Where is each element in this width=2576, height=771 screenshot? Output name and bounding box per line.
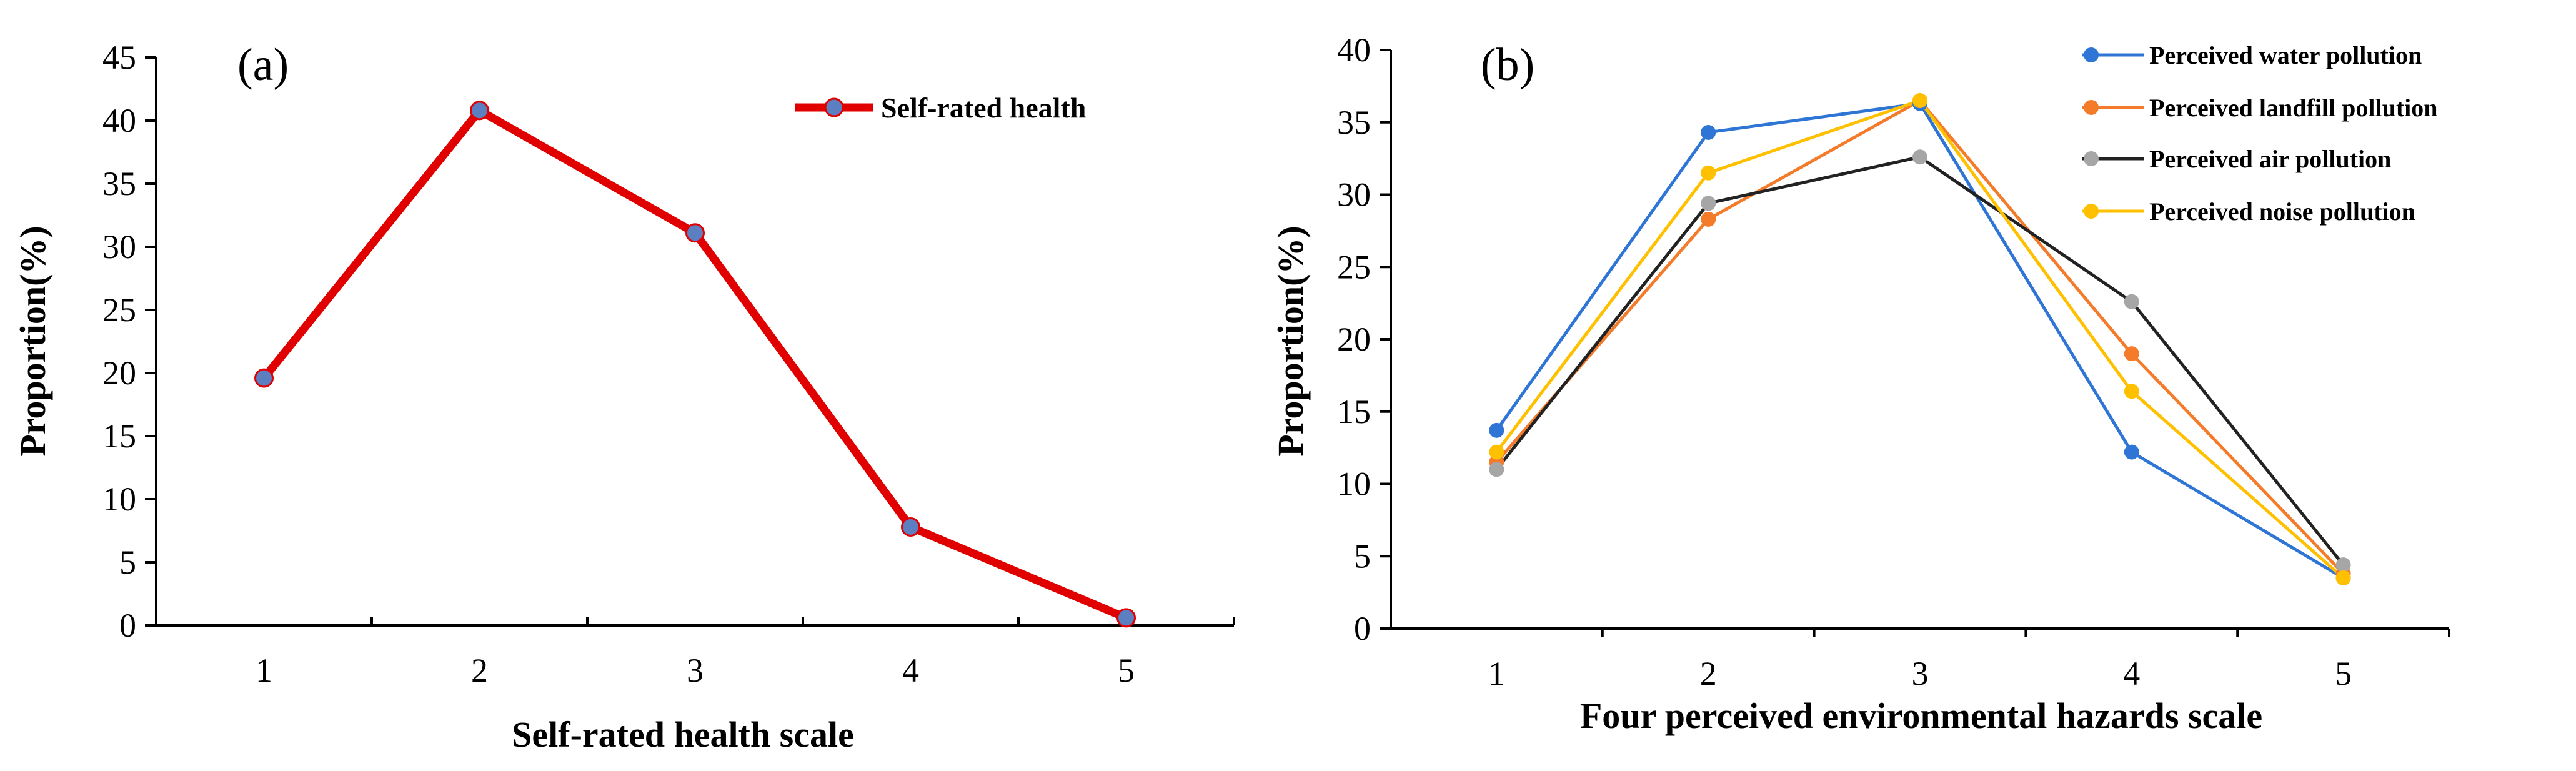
legend-marker-landfill — [2084, 100, 2099, 115]
panel-a-x-axis-title: Self-rated health scale — [512, 714, 854, 755]
panel-b-y-tick-label: 5 — [1354, 537, 1371, 575]
panel-b-series-3-point — [1489, 462, 1504, 477]
panel-b-y-tick-label: 15 — [1337, 393, 1371, 430]
panel-a-series-1-point — [685, 223, 705, 243]
panel-b-legend-item-air: Perceived air pollution — [2082, 145, 2391, 173]
panel-b-series-4-point — [1701, 165, 1716, 181]
panel-b-label: (b) — [1481, 39, 1534, 91]
panel-a-y-axis-title: Proportion(%) — [12, 226, 53, 456]
panel-b-series-4-point — [1489, 444, 1504, 460]
panel-b-series-4-point — [1912, 93, 1927, 109]
panel-a-x-tick-label: 1 — [256, 652, 272, 689]
panel-a-y-tick-label: 45 — [102, 39, 136, 76]
panel-a-y-tick-label: 35 — [102, 165, 136, 202]
panel-b-series-1-point — [1701, 124, 1716, 140]
panel-b-series-3-point — [2335, 557, 2351, 573]
panel-b-series-4-point — [2124, 384, 2139, 399]
panel-a-series-line-1 — [261, 105, 1128, 622]
panel-a-y-tick-label: 5 — [119, 544, 136, 581]
panel-a-y-tick-label: 20 — [102, 354, 136, 392]
panel-a-y-tick-label: 10 — [102, 480, 136, 518]
panel-b-x-tick-label: 1 — [1488, 655, 1505, 692]
legend-marker-noise — [2084, 204, 2099, 219]
panel-a-series-1-point — [470, 101, 489, 121]
panel-b-x-tick-label: 3 — [1912, 655, 1929, 692]
panel-a-legend-label: Self-rated health — [881, 92, 1086, 124]
panel-b-y-axis-title: Proportion(%) — [1270, 226, 1311, 456]
panel-a-legend: Self-rated health — [795, 92, 1086, 124]
panel-a-x-tick-label: 2 — [471, 652, 488, 689]
panel-b-x-tick-label: 5 — [2335, 655, 2352, 692]
legend-marker-water — [2084, 47, 2099, 62]
panel-b-series-4-point — [2335, 570, 2351, 585]
panel-b-x-axis-title: Four perceived environmental hazards sca… — [1580, 695, 2262, 736]
panel-b-series-1-point — [2124, 444, 2139, 460]
panel-b-series-2-point — [1701, 211, 1716, 227]
panel-a-x-tick-label: 5 — [1118, 652, 1135, 689]
legend-label-landfill: Perceived landfill pollution — [2149, 94, 2438, 122]
panel-a-series-1-point — [254, 368, 274, 388]
panel-b-series-1-point — [1489, 422, 1504, 438]
panel-b-x-tick-label: 4 — [2123, 655, 2140, 692]
panel-a-x-tick-label: 3 — [687, 652, 704, 689]
legend-marker-air — [2084, 151, 2099, 166]
panel-b-legend-item-water: Perceived water pollution — [2082, 41, 2422, 69]
panel-b-series-3-point — [1701, 196, 1716, 211]
panel-a-y-tick-label: 15 — [102, 417, 136, 455]
legend-label-air: Perceived air pollution — [2149, 145, 2391, 173]
panel-a-y-tick-label: 25 — [102, 291, 136, 329]
panel-b-series-2-point — [2124, 346, 2139, 362]
legend-label-noise: Perceived noise pollution — [2149, 197, 2415, 226]
panel-b-series-3-point — [1912, 149, 1927, 165]
panel-a-y-tick-label: 30 — [102, 228, 136, 266]
panel-b-y-tick-label: 40 — [1337, 31, 1371, 69]
panel-b-legend-item-noise: Perceived noise pollution — [2082, 197, 2415, 226]
panel-a-legend-marker — [824, 97, 844, 117]
panel-b-legend-item-landfill: Perceived landfill pollution — [2082, 94, 2438, 122]
panel-b-y-tick-label: 10 — [1337, 465, 1371, 503]
panel-b-chart: (b) 0 5 10 15 20 25 30 35 40 1 2 3 4 5 Four perceive… — [1270, 31, 2450, 736]
panel-a-label: (a) — [237, 39, 289, 91]
panel-b-y-tick-label: 35 — [1337, 104, 1371, 141]
panel-b-x-tick-label: 2 — [1700, 655, 1717, 692]
panel-a-series-1-point — [901, 517, 920, 537]
panel-a-series-1-point — [1116, 608, 1136, 628]
panel-b-y-tick-label: 0 — [1354, 610, 1371, 647]
panel-b-y-tick-label: 25 — [1337, 248, 1371, 286]
panel-b-series-3-point — [2124, 294, 2139, 309]
panel-b-legend: Perceived water pollution Perceived land… — [2082, 41, 2438, 226]
panel-a-x-tick-label: 4 — [902, 652, 919, 689]
panel-a-y-tick-label: 0 — [119, 607, 136, 644]
legend-label-water: Perceived water pollution — [2149, 41, 2422, 69]
panel-b-y-tick-label: 30 — [1337, 176, 1371, 214]
panel-b-y-tick-label: 20 — [1337, 321, 1371, 358]
panel-a-y-tick-label: 40 — [102, 102, 136, 139]
panel-b-series-line-1 — [1495, 101, 2344, 580]
